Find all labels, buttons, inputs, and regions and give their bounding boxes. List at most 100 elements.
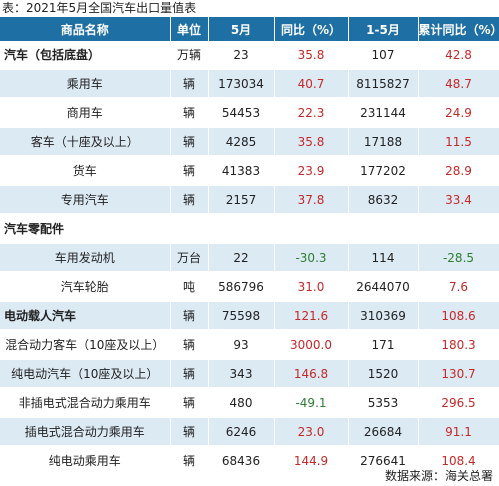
cell-yoy: 40.7: [274, 69, 349, 99]
cell-name: 插电式混合动力乘用车: [0, 417, 171, 447]
table-header-row: 商品名称 单位 5月 同比（%） 1-5月 累计同比（%）: [0, 17, 499, 41]
cell-may: 343: [208, 359, 275, 389]
cell-yoy: [274, 214, 349, 244]
cell-may: 586796: [208, 272, 275, 302]
cell-name: 车用发动机: [0, 243, 171, 273]
cell-unit: 辆: [170, 417, 209, 447]
cell-name: 电动载人汽车: [0, 301, 171, 331]
cell-ytd-yoy: 48.7: [418, 69, 499, 99]
table-row: 货车辆 41383 23.9 177202 28.9: [0, 156, 499, 186]
table-row: 非插电式混合动力乘用车辆 480 -49.1 5353 296.5: [0, 388, 499, 418]
cell-unit: 万辆: [170, 41, 209, 70]
cell-ytd: 114: [348, 243, 419, 273]
cell-ytd-yoy: 11.5: [418, 127, 499, 157]
cell-ytd-yoy: 180.3: [418, 330, 499, 360]
table-row: 电动载人汽车辆 75598 121.6 310369 108.6: [0, 301, 499, 331]
header-unit: 单位: [170, 17, 209, 41]
cell-unit: 辆: [170, 156, 209, 186]
cell-name: 乘用车: [0, 69, 171, 99]
cell-may: 4285: [208, 127, 275, 157]
cell-may: 2157: [208, 185, 275, 215]
cell-ytd: 5353: [348, 388, 419, 418]
cell-may: 22: [208, 243, 275, 273]
table-row: 纯电动乘用车辆 68436 144.9 276641 108.4: [0, 446, 499, 476]
cell-ytd-yoy: 33.4: [418, 185, 499, 215]
cell-name: 专用汽车: [0, 185, 171, 215]
table-title: 表：2021年5月全国汽车出口量值表: [2, 1, 197, 15]
data-source: 数据来源：海关总署: [384, 469, 493, 483]
cell-may: 41383: [208, 156, 275, 186]
header-name: 商品名称: [0, 17, 171, 41]
cell-name: 汽车轮胎: [0, 272, 171, 302]
cell-unit: 辆: [170, 185, 209, 215]
cell-ytd: 8115827: [348, 69, 419, 99]
cell-ytd: 26684: [348, 417, 419, 447]
cell-yoy: 144.9: [274, 446, 349, 476]
cell-ytd: 1520: [348, 359, 419, 389]
cell-may: 480: [208, 388, 275, 418]
cell-name: 纯电动汽车（10座及以上）: [0, 359, 171, 389]
table-row: 插电式混合动力乘用车辆 6246 23.0 26684 91.1: [0, 417, 499, 447]
cell-ytd-yoy: 7.6: [418, 272, 499, 302]
cell-unit: 辆: [170, 388, 209, 418]
cell-unit: 辆: [170, 69, 209, 99]
cell-ytd: 231144: [348, 98, 419, 128]
cell-ytd: 2644070: [348, 272, 419, 302]
cell-may: 6246: [208, 417, 275, 447]
cell-ytd-yoy: 42.8: [418, 41, 499, 70]
cell-ytd-yoy: 91.1: [418, 417, 499, 447]
cell-may: 54453: [208, 98, 275, 128]
header-ytd-yoy: 累计同比（%）: [418, 17, 499, 41]
cell-ytd: [348, 214, 419, 244]
cell-ytd: 310369: [348, 301, 419, 331]
cell-ytd: 107: [348, 41, 419, 70]
cell-yoy: 22.3: [274, 98, 349, 128]
cell-ytd-yoy: -28.5: [418, 243, 499, 273]
cell-yoy: 31.0: [274, 272, 349, 302]
table-row: 客车（十座及以上）辆 4285 35.8 17188 11.5: [0, 127, 499, 157]
cell-unit: 辆: [170, 127, 209, 157]
cell-may: [208, 214, 275, 244]
table-row: 汽车（包括底盘） 万辆 23 35.8 107 42.8: [0, 41, 499, 70]
cell-yoy: 23.0: [274, 417, 349, 447]
table-row: 汽车轮胎吨 586796 31.0 2644070 7.6: [0, 272, 499, 302]
cell-ytd-yoy: 296.5: [418, 388, 499, 418]
cell-name: 货车: [0, 156, 171, 186]
cell-name: 汽车零配件: [0, 214, 171, 244]
cell-unit: 万台: [170, 243, 209, 273]
cell-may: 93: [208, 330, 275, 360]
cell-yoy: -49.1: [274, 388, 349, 418]
cell-name: 客车（十座及以上）: [0, 127, 171, 157]
export-table: 商品名称 单位 5月 同比（%） 1-5月 累计同比（%） 汽车（包括底盘） 万辆…: [0, 17, 499, 476]
cell-ytd-yoy: [418, 214, 499, 244]
cell-ytd-yoy: 130.7: [418, 359, 499, 389]
table-row: 车用发动机 万台 22 -30.3 114 -28.5: [0, 243, 499, 273]
table-row: 汽车零配件: [0, 214, 499, 244]
table-row: 混合动力客车（10座及以上）辆 93 3000.0 171 180.3: [0, 330, 499, 360]
cell-name: 汽车（包括底盘）: [0, 41, 171, 70]
header-ytd: 1-5月: [348, 17, 419, 41]
cell-name: 混合动力客车（10座及以上）: [0, 330, 171, 360]
cell-unit: 辆: [170, 301, 209, 331]
cell-yoy: 35.8: [274, 41, 349, 70]
cell-may: 68436: [208, 446, 275, 476]
cell-may: 75598: [208, 301, 275, 331]
cell-name: 纯电动乘用车: [0, 446, 171, 476]
cell-unit: 辆: [170, 98, 209, 128]
cell-yoy: 121.6: [274, 301, 349, 331]
cell-ytd: 171: [348, 330, 419, 360]
cell-yoy: 3000.0: [274, 330, 349, 360]
cell-ytd-yoy: 108.6: [418, 301, 499, 331]
cell-may: 173034: [208, 69, 275, 99]
cell-unit: 辆: [170, 330, 209, 360]
cell-yoy: 146.8: [274, 359, 349, 389]
cell-yoy: 23.9: [274, 156, 349, 186]
cell-ytd: 17188: [348, 127, 419, 157]
cell-ytd-yoy: 24.9: [418, 98, 499, 128]
cell-ytd: 276641: [348, 446, 419, 476]
table-row: 商用车辆 54453 22.3 231144 24.9: [0, 98, 499, 128]
cell-name: 商用车: [0, 98, 171, 128]
table-row: 乘用车辆 173034 40.7 8115827 48.7: [0, 69, 499, 99]
cell-may: 23: [208, 41, 275, 70]
cell-unit: 辆: [170, 446, 209, 476]
